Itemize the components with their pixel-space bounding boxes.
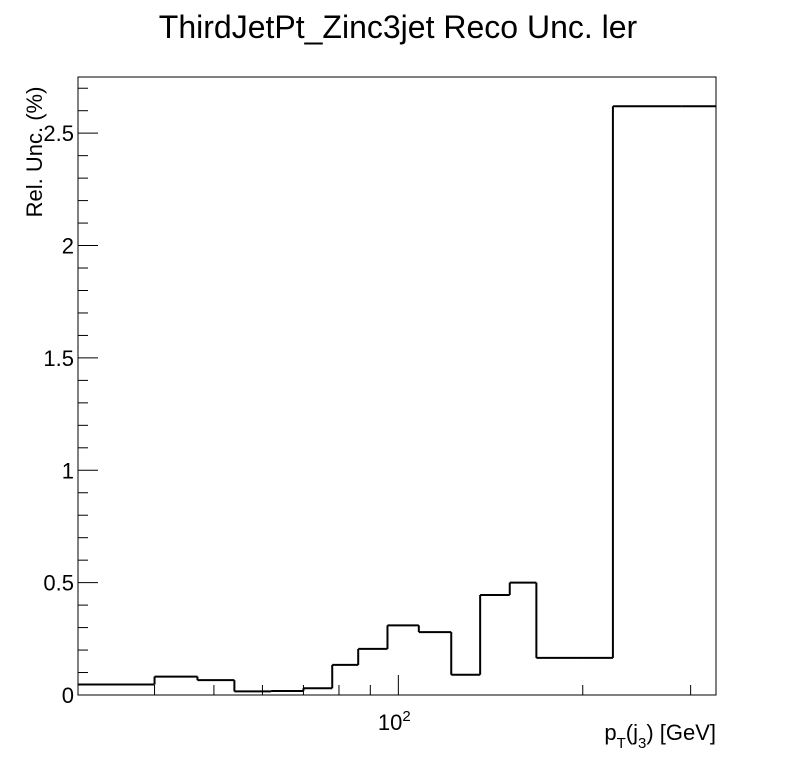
plot-frame (77, 76, 717, 696)
x-tick-label: 102 (378, 708, 411, 735)
x-axis-title-open: (j (626, 720, 638, 745)
x-axis-title-sub-t: T (617, 735, 626, 752)
y-tick-label: 2.5 (43, 121, 74, 146)
y-tick-label: 1.5 (43, 346, 74, 371)
y-tick-label: 0.5 (43, 571, 74, 596)
x-axis-title-close: ) [GeV] (646, 720, 716, 745)
y-tick-label: 0 (62, 683, 74, 708)
y-axis-title-text: Rel. Unc. (%) (22, 87, 47, 218)
chart-title: ThirdJetPt_Zinc3jet Reco Unc. ler (159, 9, 638, 45)
ticks-layer (77, 76, 717, 696)
x-axis-title-sub-3: 3 (638, 735, 646, 752)
x-axis-title-p: p (604, 720, 616, 745)
y-tick-label: 2 (62, 234, 74, 259)
y-axis-title: Rel. Unc. (%) (22, 87, 47, 218)
plot-area (78, 105, 716, 693)
tick-labels-layer: 0 0.5 1 1.5 2 2.5 102 (43, 121, 410, 735)
x-axis-title: pT(j3) [GeV] (604, 720, 716, 752)
y-tick-label: 1 (62, 458, 74, 483)
